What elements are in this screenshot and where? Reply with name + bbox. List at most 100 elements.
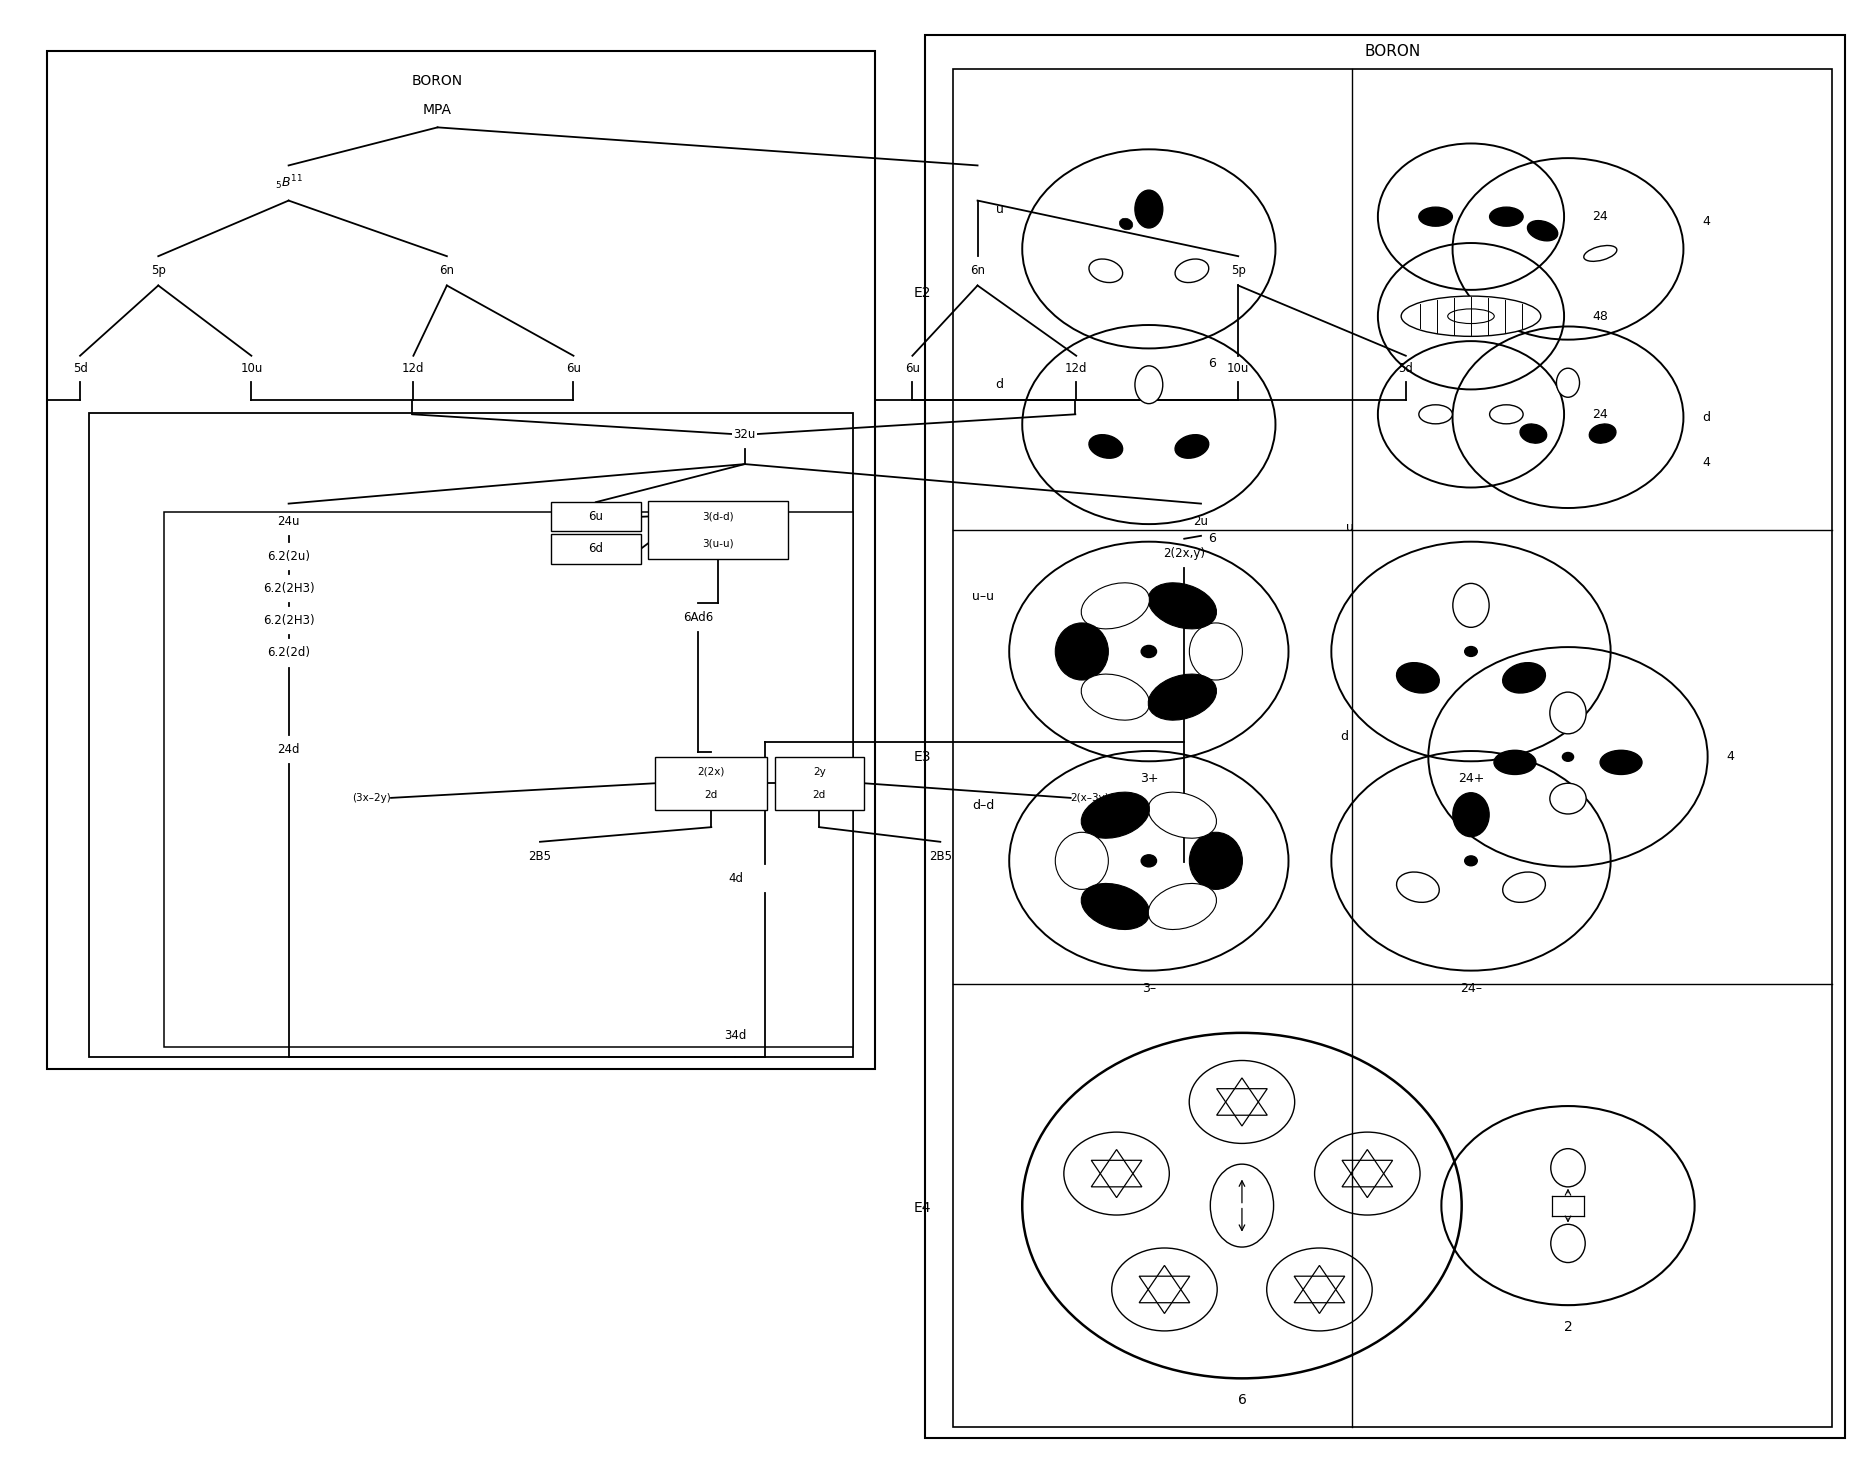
Text: 6u: 6u: [566, 363, 581, 375]
Text: MPA: MPA: [423, 102, 452, 117]
Ellipse shape: [1082, 673, 1149, 720]
Text: 5d: 5d: [73, 363, 88, 375]
FancyBboxPatch shape: [925, 35, 1845, 1438]
Text: 32u: 32u: [734, 429, 756, 441]
Text: 6Ad6: 6Ad6: [683, 612, 713, 624]
Circle shape: [1141, 855, 1156, 867]
Text: E3: E3: [914, 750, 931, 764]
Ellipse shape: [1549, 783, 1586, 814]
Text: 2B5: 2B5: [929, 851, 951, 862]
Ellipse shape: [1149, 883, 1216, 930]
Text: BORON: BORON: [1365, 44, 1421, 59]
Text: 6.2(2H3): 6.2(2H3): [263, 615, 315, 627]
Text: 2y: 2y: [814, 767, 825, 776]
Text: 3(u-u): 3(u-u): [702, 539, 734, 549]
FancyBboxPatch shape: [775, 757, 864, 810]
Text: d: d: [1341, 731, 1348, 742]
Circle shape: [1562, 752, 1573, 761]
Text: 4d: 4d: [728, 873, 743, 884]
Ellipse shape: [1557, 369, 1579, 397]
Ellipse shape: [1503, 873, 1545, 902]
Text: 2(2x): 2(2x): [698, 767, 724, 776]
Ellipse shape: [1549, 692, 1586, 733]
Ellipse shape: [1175, 259, 1208, 283]
Text: 2d: 2d: [812, 791, 827, 799]
Text: 6: 6: [1238, 1394, 1246, 1407]
Ellipse shape: [1056, 832, 1108, 889]
Ellipse shape: [1551, 1149, 1585, 1187]
Text: 32u: 32u: [734, 429, 756, 441]
Text: $_5B^{11}$: $_5B^{11}$: [276, 174, 302, 192]
Text: 6u: 6u: [905, 363, 920, 375]
Ellipse shape: [1082, 792, 1149, 839]
Ellipse shape: [1585, 246, 1616, 262]
Text: d: d: [996, 378, 1004, 391]
Text: d: d: [1702, 411, 1709, 423]
Text: $_5B^{11}$: $_5B^{11}$: [965, 174, 991, 192]
Ellipse shape: [1082, 583, 1149, 630]
Ellipse shape: [1452, 583, 1490, 627]
Ellipse shape: [1452, 793, 1490, 837]
FancyBboxPatch shape: [551, 534, 641, 564]
Circle shape: [1465, 856, 1477, 865]
FancyBboxPatch shape: [164, 512, 853, 1047]
Circle shape: [1141, 646, 1156, 657]
Text: 10u: 10u: [1227, 363, 1249, 375]
Text: 2(x–3y): 2(x–3y): [1071, 793, 1110, 802]
Ellipse shape: [1175, 435, 1208, 458]
Ellipse shape: [1082, 883, 1149, 930]
Ellipse shape: [1449, 309, 1493, 324]
Text: 24d: 24d: [277, 744, 300, 755]
Text: 24+: 24+: [1458, 773, 1484, 785]
Text: 34d: 34d: [724, 1029, 747, 1041]
Text: 34d: 34d: [724, 1029, 747, 1041]
Text: 5p: 5p: [151, 265, 166, 277]
Ellipse shape: [1056, 624, 1108, 679]
Text: BORON: BORON: [412, 73, 464, 88]
Ellipse shape: [1551, 1224, 1585, 1262]
FancyBboxPatch shape: [953, 69, 1832, 1427]
Text: 24: 24: [1592, 211, 1607, 223]
Text: 6: 6: [1208, 533, 1216, 545]
Ellipse shape: [1599, 751, 1642, 774]
FancyBboxPatch shape: [47, 51, 875, 1069]
Ellipse shape: [1396, 663, 1439, 692]
Text: d–d: d–d: [972, 799, 994, 813]
FancyBboxPatch shape: [551, 502, 641, 531]
Text: u: u: [996, 202, 1004, 215]
Text: 3–: 3–: [1141, 982, 1156, 994]
FancyBboxPatch shape: [89, 413, 853, 1057]
Text: 48: 48: [1592, 310, 1609, 322]
Text: E4: E4: [914, 1200, 931, 1215]
Ellipse shape: [1210, 1164, 1274, 1247]
Text: 6n: 6n: [439, 265, 454, 277]
Ellipse shape: [1190, 832, 1242, 889]
Text: 12d: 12d: [402, 363, 425, 375]
Text: 6.2(2H3): 6.2(2H3): [263, 583, 315, 594]
Text: 6u: 6u: [588, 511, 603, 523]
Ellipse shape: [1149, 673, 1216, 720]
Ellipse shape: [1590, 425, 1616, 444]
Text: 2(2x,y): 2(2x,y): [1164, 548, 1205, 559]
Ellipse shape: [1519, 425, 1547, 444]
Text: 10u: 10u: [240, 363, 263, 375]
Ellipse shape: [1149, 583, 1216, 630]
Text: 2d: 2d: [704, 791, 719, 799]
Circle shape: [1465, 647, 1477, 656]
Text: 3(d-d): 3(d-d): [702, 511, 734, 521]
Text: 6d: 6d: [588, 543, 603, 555]
Text: 24u: 24u: [277, 515, 300, 527]
Text: 2u: 2u: [1194, 515, 1208, 527]
Text: 4: 4: [1726, 751, 1734, 763]
Ellipse shape: [1190, 624, 1242, 679]
FancyBboxPatch shape: [655, 757, 767, 810]
Text: 5d: 5d: [1398, 363, 1413, 375]
Text: 4: 4: [1702, 215, 1709, 228]
Ellipse shape: [1490, 406, 1523, 425]
Ellipse shape: [1089, 259, 1123, 283]
Text: 12d: 12d: [1065, 363, 1087, 375]
Ellipse shape: [1089, 435, 1123, 458]
Text: E2: E2: [914, 285, 931, 300]
Text: 3+: 3+: [1140, 773, 1158, 785]
Ellipse shape: [1149, 792, 1216, 839]
